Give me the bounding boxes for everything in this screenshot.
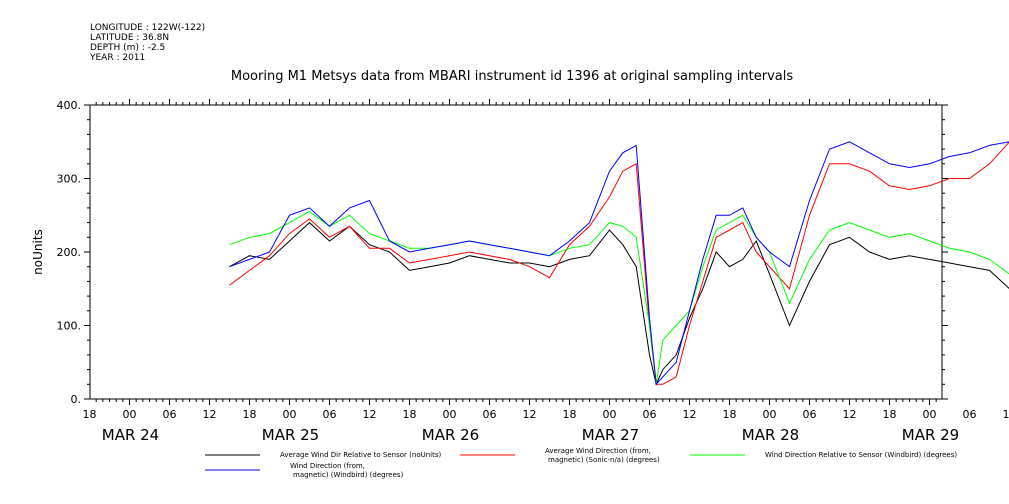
legend-label-3: Wind Direction Relative to Sensor (Windb… (765, 451, 957, 459)
x-hour-label: 00 (443, 408, 457, 421)
y-tick-label: 400. (57, 99, 82, 112)
x-hour-label: 18 (403, 408, 417, 421)
x-hour-label: 18 (723, 408, 737, 421)
legend: Average Wind Dir Relative to Sensor (noU… (205, 447, 957, 479)
x-hour-label: 12 (683, 408, 697, 421)
meta-depth: DEPTH (m) : -2.5 (90, 43, 165, 53)
series-line-4 (229, 141, 1009, 386)
x-hour-label: 12 (203, 408, 217, 421)
x-day-label: MAR 26 (422, 426, 479, 444)
meta-latitude: LATITUDE : 36.8N (90, 33, 169, 43)
x-hour-label: 12 (523, 408, 537, 421)
x-hour-label: 06 (483, 408, 497, 421)
y-tick-label: 300. (57, 173, 82, 186)
x-hour-label: 00 (283, 408, 297, 421)
x-day-label: MAR 24 (102, 426, 159, 444)
axis-ticks: 0. 100. 200. 300. 400. 18 00 06 12 18 00 06 12 18 00 06… (57, 99, 1009, 444)
legend-label-2-line2: magnetic) (Sonic-n/a) (degrees) (548, 456, 660, 464)
series-layer (229, 141, 1009, 386)
series-line-2 (229, 141, 1009, 385)
x-hour-label: 12 (843, 408, 857, 421)
legend-label-4-line1: Wind Direction (from, (290, 462, 365, 470)
y-tick-label: 100. (57, 320, 82, 333)
x-hour-label: 18 (243, 408, 257, 421)
meta-year: YEAR : 2011 (89, 53, 145, 63)
chart-title: Mooring M1 Metsys data from MBARI instru… (231, 69, 793, 84)
legend-label-2-line1: Average Wind Direction (from, (545, 447, 651, 455)
x-hour-label: 06 (163, 408, 177, 421)
x-day-label: MAR 28 (742, 426, 799, 444)
meta-longitude: LONGITUDE : 122W(-122) (90, 23, 205, 33)
series-line-1 (229, 221, 1009, 386)
legend-label-4-line2: magnetic) (Windbird) (degrees) (293, 471, 404, 479)
x-hour-label: 12 (363, 408, 377, 421)
legend-label-1: Average Wind Dir Relative to Sensor (noU… (280, 451, 441, 459)
y-tick-label: 200. (57, 246, 82, 259)
x-hour-label: 00 (603, 408, 617, 421)
x-hour-label: 06 (963, 408, 977, 421)
y-axis-label: noUnits (31, 229, 45, 275)
x-hour-label: 18 (563, 408, 577, 421)
y-tick-label: 0. (71, 393, 82, 406)
x-hour-label: 06 (803, 408, 817, 421)
x-hour-label: 18 (883, 408, 897, 421)
x-hour-label: 12 (1003, 408, 1009, 421)
x-hour-label: 06 (643, 408, 657, 421)
x-day-label: MAR 27 (582, 426, 639, 444)
x-hour-label: 00 (923, 408, 937, 421)
x-hour-label: 18 (83, 408, 97, 421)
x-hour-label: 06 (323, 408, 337, 421)
x-day-label: MAR 29 (902, 426, 959, 444)
x-hour-label: 00 (763, 408, 777, 421)
x-day-label: MAR 25 (262, 426, 319, 444)
x-hour-label: 00 (123, 408, 137, 421)
